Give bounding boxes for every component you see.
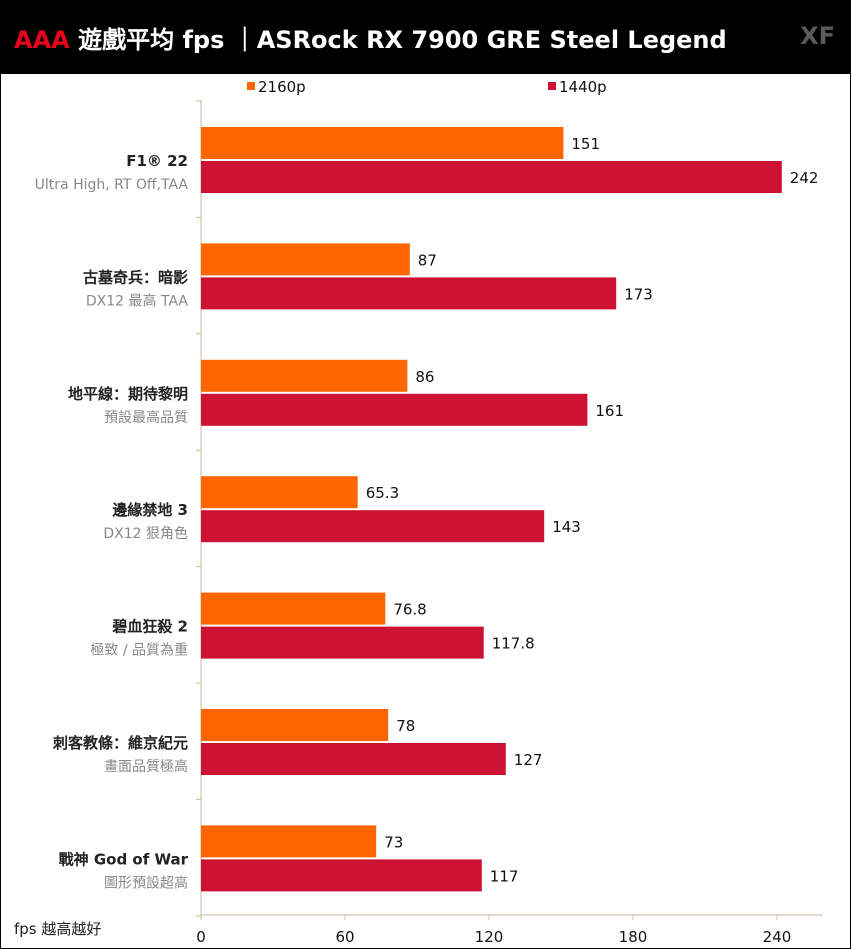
bar-1440p [201,161,782,193]
category-label: 戰神 God of War [59,850,189,868]
bar-2160p [201,243,410,276]
x-tick-label: 240 [763,928,792,946]
x-tick-label: 180 [619,928,648,946]
chart-title: AAA 遊戲平均 fps ｜ASRock RX 7900 GRE Steel L… [14,20,727,55]
category-label: 邊緣禁地 3 [112,501,188,519]
data-label: 143 [552,518,581,536]
category-setting: 畫面品質極高 [104,758,188,775]
data-label: 151 [571,135,600,153]
bar-1440p [201,510,545,543]
title-bar: AAA 遊戲平均 fps ｜ASRock RX 7900 GRE Steel L… [0,0,851,74]
x-tick-label: 0 [196,928,206,946]
bar-1440p [201,859,482,892]
category-setting: 圖形預設超高 [104,874,188,891]
bar-1440p [201,743,506,775]
data-label: 161 [595,402,624,420]
bar-2160p [201,476,358,509]
category-setting: DX12 狠角色 [103,525,188,542]
category-label: 碧血狂殺 2 [111,618,188,636]
bar-1440p [201,393,588,426]
footnote: fps 越高越好 [14,920,102,938]
data-label: 173 [624,285,653,303]
bar-2160p [201,359,408,392]
legend-swatch [548,82,556,90]
category-setting: Ultra High, RT Off,TAA [35,177,189,193]
title-main: 遊戲平均 fps ｜ASRock RX 7900 GRE Steel Legen… [78,26,727,54]
brand-logo: XF [800,22,835,50]
bar-2160p [201,592,386,625]
x-tick-label: 120 [475,928,504,946]
x-tick-label: 60 [335,928,354,946]
legend-label: 2160p [258,78,306,96]
category-setting: DX12 最高 TAA [86,292,189,309]
bar-2160p [201,709,389,741]
data-label: 127 [514,751,543,769]
data-label: 117 [490,867,519,885]
category-label: 古墓奇兵：暗影 [83,268,188,286]
bar-1440p [201,626,484,659]
data-label: 73 [384,833,403,851]
bar-1440p [201,277,617,310]
category-label: F1® 22 [126,152,188,170]
title-accent: AAA [14,26,70,54]
data-label: 65.3 [366,484,399,502]
legend-swatch [247,82,255,90]
data-label: 76.8 [393,601,426,619]
category-setting: 預設最高品質 [104,409,188,426]
bar-2160p [201,825,377,858]
category-label: 地平線：期待黎明 [68,385,188,403]
legend-label: 1440p [559,78,607,96]
data-label: 78 [396,717,415,735]
bar-2160p [201,127,564,159]
data-label: 86 [415,368,434,386]
category-label: 刺客教條：維京紀元 [53,734,188,752]
category-setting: 極致 / 品質為重 [90,643,188,659]
data-label: 242 [790,169,819,187]
data-label: 117.8 [492,635,535,653]
data-label: 87 [418,251,437,269]
